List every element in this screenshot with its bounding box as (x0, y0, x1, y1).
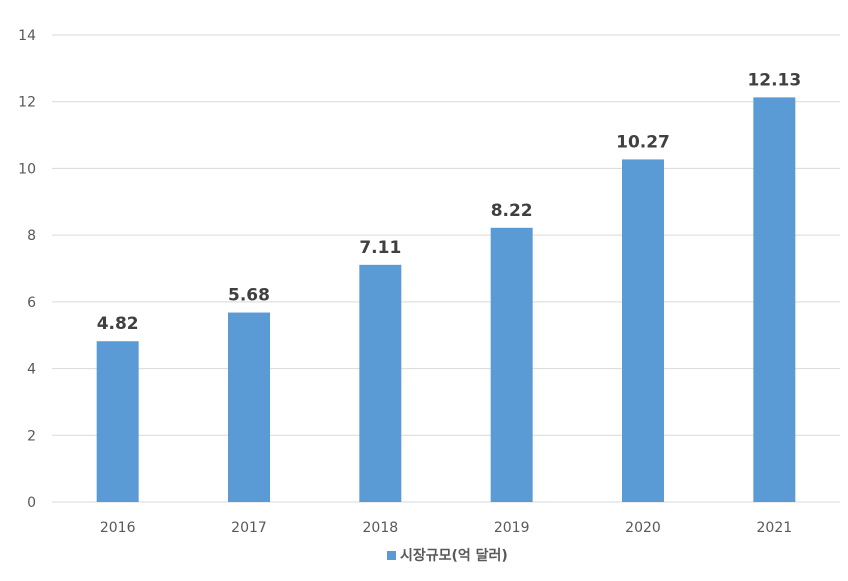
data-label: 8.22 (491, 201, 533, 221)
data-label: 4.82 (97, 314, 139, 334)
y-tick-label: 0 (27, 495, 36, 511)
bar (228, 312, 270, 502)
x-axis-ticks: 2016 2017 2018 2019 2020 2021 (100, 520, 792, 536)
x-tick-label: 2017 (231, 520, 267, 536)
legend-swatch (387, 551, 396, 560)
bar (490, 227, 533, 502)
y-tick-label: 4 (27, 362, 36, 378)
y-tick-label: 12 (18, 95, 36, 111)
x-tick-label: 2019 (494, 520, 530, 536)
data-label: 12.13 (747, 70, 801, 90)
data-label: 7.11 (359, 238, 401, 258)
y-tick-label: 14 (18, 28, 36, 44)
x-tick-label: 2020 (625, 520, 661, 536)
data-label: 10.27 (616, 132, 670, 152)
data-label: 5.68 (228, 286, 270, 306)
legend: 시장규모(억 달러) (387, 547, 508, 564)
bar (753, 97, 796, 502)
gridlines (52, 34, 840, 503)
bar (622, 159, 664, 502)
legend-label: 시장규모(억 달러) (400, 547, 508, 564)
bar (359, 264, 402, 502)
y-tick-label: 6 (27, 295, 36, 311)
x-tick-label: 2021 (757, 520, 793, 536)
y-tick-label: 8 (27, 228, 36, 244)
x-tick-label: 2016 (100, 520, 136, 536)
y-tick-label: 10 (18, 161, 36, 177)
bar (96, 341, 139, 502)
y-tick-label: 2 (27, 428, 36, 444)
data-labels: 4.82 5.68 7.11 8.22 10.27 12.13 (97, 70, 802, 334)
x-tick-label: 2018 (363, 520, 399, 536)
bars (96, 97, 796, 502)
y-axis-ticks: 0 2 4 6 8 10 12 14 (18, 28, 36, 511)
